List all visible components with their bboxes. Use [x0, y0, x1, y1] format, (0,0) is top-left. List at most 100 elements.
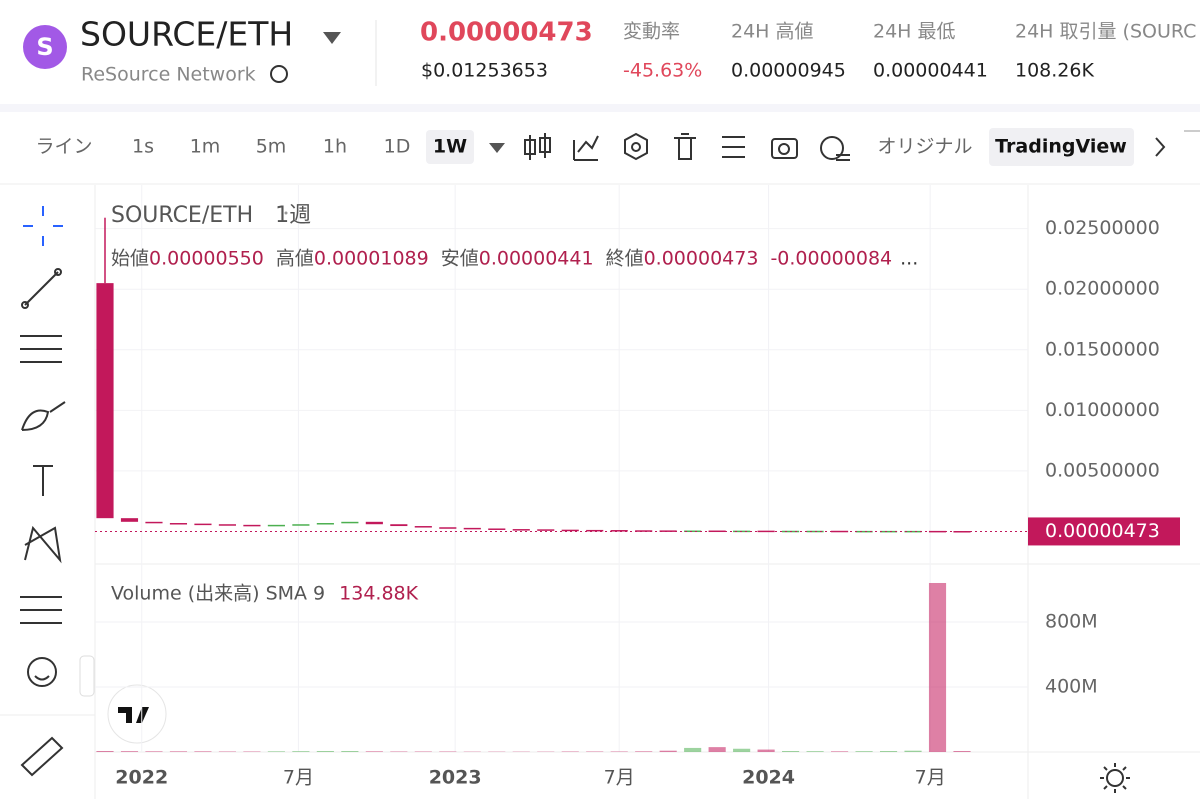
volume-bar — [806, 751, 824, 752]
y-tick-label: 0.00500000 — [1045, 459, 1160, 481]
x-tick-label: 2022 — [115, 767, 168, 789]
candle-body — [586, 529, 604, 532]
candle-body — [96, 283, 114, 519]
y-tick-label: 0.02500000 — [1045, 217, 1160, 239]
x-tick-label: 7月 — [283, 767, 314, 789]
usd-price: $0.01253653 — [421, 60, 548, 82]
candle-body — [120, 518, 139, 522]
volume-bar — [267, 751, 285, 752]
volume-bar — [684, 747, 702, 752]
menu-stub[interactable] — [1184, 130, 1200, 132]
active-interval-bg — [426, 130, 474, 164]
candle-body — [218, 524, 236, 526]
toolbar-icons[interactable] — [524, 132, 850, 161]
candle-body — [561, 529, 579, 532]
tv-logo[interactable] — [107, 684, 167, 744]
volume-bar — [316, 751, 334, 752]
candle-body — [635, 530, 653, 532]
x-tick-label: 2024 — [742, 767, 795, 789]
scroll-right[interactable] — [1155, 137, 1166, 157]
candle-body — [169, 523, 188, 525]
token-logo — [23, 25, 67, 69]
candle-body — [439, 527, 457, 529]
volume-bar — [169, 751, 188, 752]
y-tick-label: 0.01500000 — [1045, 338, 1160, 360]
ohlc-label: 高値 — [276, 248, 314, 270]
ohlc-value: 0.00000550 — [149, 248, 264, 270]
stat-value: 0.00000441 — [873, 60, 988, 82]
x-tick-label: 7月 — [604, 767, 635, 789]
volume-bar — [855, 751, 873, 752]
legend-symbol: SOURCE/ETH — [111, 203, 253, 228]
interval[interactable]: 1m — [190, 136, 221, 158]
candle-body — [145, 521, 163, 524]
interval-dropdown[interactable] — [489, 143, 505, 153]
volume-bar — [928, 582, 947, 752]
ohlc-change: -0.00000084 — [770, 248, 892, 270]
volume-legend: Volume (出来高) SMA 9 — [111, 583, 325, 605]
stat-label: 変動率 — [623, 21, 680, 43]
volume-bar — [879, 751, 898, 752]
candle-body — [243, 524, 261, 527]
logo-letter: S — [36, 33, 53, 61]
stat-label: 24H 最低 — [873, 21, 956, 43]
view[interactable]: オリジナル — [877, 136, 972, 158]
candle-body — [390, 524, 408, 527]
collapse-tab[interactable] — [79, 655, 95, 697]
view[interactable]: TradingView — [995, 136, 1127, 158]
candle-body — [292, 524, 310, 526]
volume-bar — [904, 750, 922, 752]
volume-bar — [659, 750, 677, 752]
candle-body — [610, 530, 628, 532]
ohlc-value: 0.00000473 — [644, 248, 759, 270]
candle-body — [267, 524, 285, 527]
volume-bar — [96, 751, 114, 752]
volume-tick-label: 800M — [1045, 610, 1098, 632]
interval[interactable]: 1D — [384, 136, 411, 158]
token-name: ReSource Network — [81, 64, 256, 86]
volume-bar — [831, 751, 849, 752]
candle-body — [928, 530, 947, 533]
ohlc-more: ... — [900, 248, 918, 270]
pair-dropdown[interactable] — [323, 32, 341, 44]
ohlc-label: 始値 — [111, 248, 149, 270]
interval[interactable]: 5m — [256, 136, 287, 158]
volume-tick-label: 400M — [1045, 675, 1098, 697]
interval[interactable]: 1h — [323, 136, 347, 158]
candle-body — [414, 526, 432, 528]
last-price-label: 0.00000473 — [1045, 520, 1160, 542]
candle-body — [537, 529, 555, 531]
price: 0.00000473 — [420, 18, 593, 48]
last-price-tag — [1028, 517, 1180, 546]
candle-body — [341, 521, 359, 524]
interval[interactable]: ライン — [35, 136, 92, 158]
ohlc-label: 安値 — [441, 248, 479, 270]
x-tick-label: 7月 — [915, 767, 946, 789]
stat-value: -45.63% — [623, 60, 702, 82]
interval[interactable]: 1W — [433, 136, 467, 158]
volume-bar — [635, 751, 653, 752]
pair: SOURCE/ETH — [80, 15, 293, 54]
candle-body — [512, 529, 530, 531]
drawing-tools[interactable] — [20, 206, 66, 777]
y-tick-label: 0.02000000 — [1045, 278, 1160, 300]
volume-sma: 134.88K — [339, 583, 418, 605]
volume-bar — [145, 751, 163, 752]
theme-toggle[interactable] — [1100, 763, 1130, 793]
ohlc-value: 0.00001089 — [314, 248, 429, 270]
y-tick-label: 0.01000000 — [1045, 399, 1160, 421]
candle-body — [659, 530, 677, 532]
interval[interactable]: 1s — [132, 136, 154, 158]
info-icon[interactable] — [270, 65, 288, 83]
volume-bar — [292, 751, 310, 752]
candle-body — [194, 523, 212, 526]
volume-bar — [733, 748, 751, 752]
stat-value: 0.00000945 — [731, 60, 846, 82]
volume-bar — [194, 751, 212, 752]
candle-body — [831, 530, 849, 533]
volume-bar — [365, 751, 383, 752]
volume-bar — [953, 751, 971, 752]
volume-bar — [782, 751, 800, 752]
